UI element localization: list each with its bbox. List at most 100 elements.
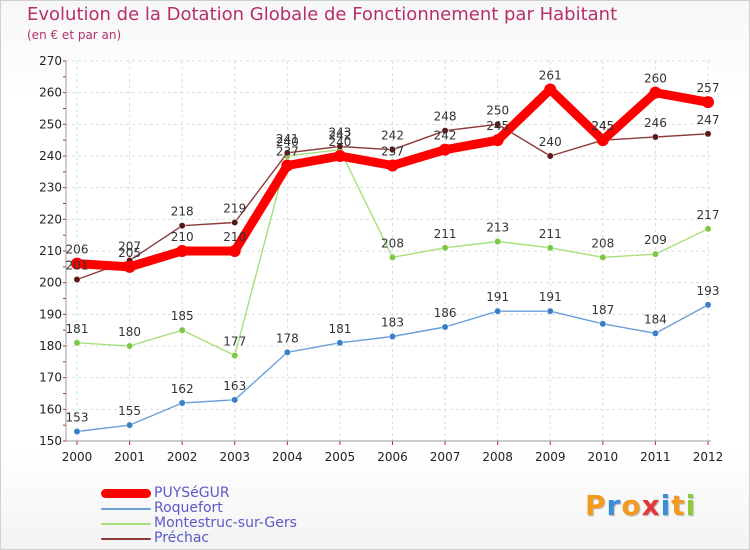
data-point-puys-gur bbox=[702, 96, 714, 109]
data-point-pr-chac bbox=[336, 143, 344, 150]
data-label-roquefort: 184 bbox=[644, 312, 667, 326]
logo-letter: i bbox=[660, 489, 672, 522]
data-label-pr-chac: 218 bbox=[171, 205, 194, 219]
data-point-pr-chac bbox=[73, 276, 81, 283]
data-point-roquefort bbox=[546, 307, 554, 315]
legend-item: PUYSéGUR bbox=[101, 486, 297, 501]
x-tick-label: 2011 bbox=[640, 450, 671, 464]
data-point-roquefort bbox=[336, 339, 344, 347]
data-label-montestruc-sur-gers: 213 bbox=[486, 221, 509, 235]
data-point-pr-chac bbox=[283, 149, 291, 157]
chart-subtitle: (en € et par an) bbox=[27, 28, 122, 42]
data-label-roquefort: 183 bbox=[381, 316, 404, 330]
data-point-roquefort bbox=[126, 421, 134, 429]
data-label-roquefort: 191 bbox=[486, 290, 509, 304]
data-label-pr-chac: 240 bbox=[539, 135, 562, 149]
data-label-montestruc-sur-gers: 242 bbox=[328, 129, 351, 143]
data-point-montestruc-sur-gers bbox=[389, 253, 396, 261]
logo-letter: r bbox=[606, 489, 622, 522]
data-point-pr-chac bbox=[651, 133, 659, 141]
data-label-pr-chac: 201 bbox=[66, 259, 89, 273]
data-label-pr-chac: 245 bbox=[591, 119, 614, 133]
y-tick-label: 230 bbox=[39, 181, 62, 195]
legend-item: Roquefort bbox=[101, 501, 297, 516]
x-tick-label: 2000 bbox=[62, 450, 93, 464]
data-label-montestruc-sur-gers: 217 bbox=[697, 208, 720, 222]
y-tick-label: 270 bbox=[39, 54, 62, 68]
data-point-pr-chac bbox=[178, 222, 186, 230]
data-label-pr-chac: 243 bbox=[328, 126, 351, 140]
data-point-pr-chac bbox=[494, 120, 502, 128]
data-point-montestruc-sur-gers bbox=[126, 342, 134, 350]
data-label-roquefort: 186 bbox=[434, 306, 457, 320]
data-point-puys-gur bbox=[176, 245, 189, 257]
data-label-roquefort: 178 bbox=[276, 331, 299, 345]
data-point-puys-gur bbox=[544, 83, 557, 96]
data-label-puys-gur: 260 bbox=[644, 72, 667, 86]
chart-title: Evolution de la Dotation Globale de Fonc… bbox=[27, 4, 618, 25]
data-label-puys-gur: 237 bbox=[381, 145, 404, 159]
data-label-roquefort: 163 bbox=[223, 379, 246, 393]
data-label-montestruc-sur-gers: 185 bbox=[171, 309, 194, 323]
legend-item: Montestruc-sur-Gers bbox=[101, 516, 297, 531]
x-tick-label: 2005 bbox=[325, 450, 356, 464]
legend-item: Préchac bbox=[101, 531, 297, 546]
y-tick-label: 250 bbox=[39, 117, 62, 131]
legend-swatch bbox=[101, 507, 151, 510]
data-point-pr-chac bbox=[704, 130, 712, 138]
data-label-roquefort: 181 bbox=[328, 322, 351, 336]
data-label-puys-gur: 210 bbox=[223, 230, 246, 244]
data-label-pr-chac: 207 bbox=[118, 240, 141, 254]
data-label-montestruc-sur-gers: 211 bbox=[539, 227, 562, 241]
data-label-roquefort: 162 bbox=[171, 382, 194, 396]
data-point-roquefort bbox=[73, 428, 81, 435]
logo-letter: i bbox=[685, 489, 697, 522]
data-label-puys-gur: 242 bbox=[434, 129, 457, 143]
data-point-roquefort bbox=[441, 323, 449, 331]
data-point-roquefort bbox=[178, 399, 186, 407]
data-label-puys-gur: 245 bbox=[486, 119, 509, 133]
y-tick-label: 160 bbox=[39, 402, 62, 416]
data-label-roquefort: 155 bbox=[118, 404, 141, 418]
x-tick-label: 2004 bbox=[272, 450, 303, 464]
legend-swatch bbox=[101, 522, 151, 525]
data-point-puys-gur bbox=[439, 143, 452, 156]
x-tick-label: 2002 bbox=[167, 450, 198, 464]
data-label-pr-chac: 242 bbox=[381, 129, 404, 143]
data-label-puys-gur: 261 bbox=[539, 69, 562, 83]
y-tick-label: 190 bbox=[39, 307, 62, 321]
chart-legend: PUYSéGUR Roquefort Montestruc-sur-Gers Préc… bbox=[101, 486, 297, 546]
data-point-pr-chac bbox=[441, 127, 449, 135]
data-label-pr-chac: 219 bbox=[223, 202, 246, 216]
data-label-montestruc-sur-gers: 208 bbox=[591, 236, 614, 250]
x-tick-label: 2010 bbox=[588, 450, 619, 464]
data-label-roquefort: 187 bbox=[591, 303, 614, 317]
logo-letter: x bbox=[641, 489, 661, 522]
y-tick-label: 210 bbox=[39, 244, 62, 258]
data-point-montestruc-sur-gers bbox=[178, 326, 186, 334]
y-tick-label: 170 bbox=[39, 371, 62, 385]
x-tick-label: 2008 bbox=[482, 450, 513, 464]
y-tick-label: 150 bbox=[39, 434, 62, 448]
data-label-montestruc-sur-gers: 211 bbox=[434, 227, 457, 241]
data-point-montestruc-sur-gers bbox=[704, 225, 712, 233]
x-tick-label: 2003 bbox=[219, 450, 250, 464]
data-label-montestruc-sur-gers: 209 bbox=[644, 233, 667, 247]
logo-letter: o bbox=[621, 489, 642, 522]
data-point-puys-gur bbox=[596, 134, 609, 147]
legend-label: Roquefort bbox=[154, 500, 223, 516]
data-point-puys-gur bbox=[649, 86, 662, 99]
data-point-puys-gur bbox=[386, 159, 399, 172]
data-point-roquefort bbox=[599, 320, 607, 328]
data-label-pr-chac: 248 bbox=[434, 110, 457, 124]
data-point-montestruc-sur-gers bbox=[599, 253, 607, 261]
data-point-roquefort bbox=[231, 396, 239, 404]
data-point-puys-gur bbox=[71, 257, 83, 270]
x-tick-label: 2006 bbox=[377, 450, 408, 464]
data-point-montestruc-sur-gers bbox=[73, 339, 81, 347]
data-label-montestruc-sur-gers: 177 bbox=[223, 335, 246, 349]
data-label-montestruc-sur-gers: 181 bbox=[66, 322, 89, 336]
x-tick-label: 2001 bbox=[114, 450, 145, 464]
data-point-montestruc-sur-gers bbox=[441, 244, 449, 252]
